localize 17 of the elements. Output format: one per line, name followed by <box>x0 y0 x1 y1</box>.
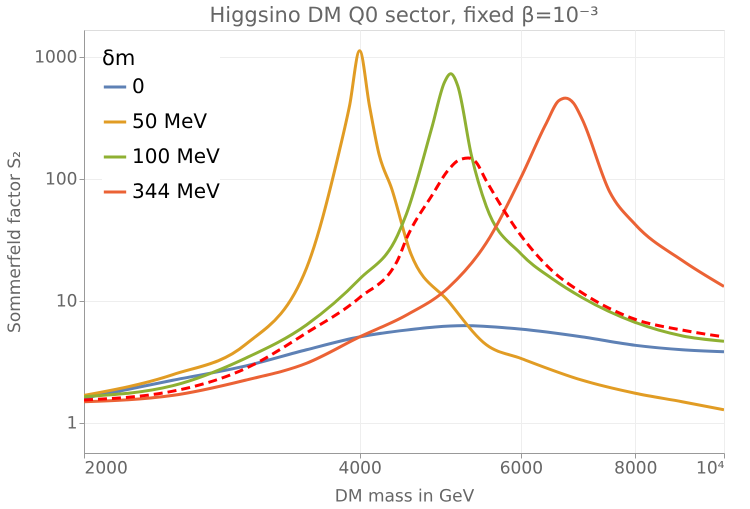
y-tick-label: 100 <box>45 170 78 190</box>
x-tick-label: 2000 <box>84 458 128 478</box>
x-axis-title: DM mass in GeV <box>334 486 475 506</box>
legend-label: 0 <box>132 74 145 98</box>
chart-title: Higgsino DM Q0 sector, fixed β=10⁻³ <box>209 3 599 27</box>
x-tick-label: 8000 <box>614 458 658 478</box>
x-tick-label: 10⁴ <box>696 458 725 478</box>
legend-label: 344 MeV <box>132 179 220 203</box>
y-axis-title: Sommerfeld factor S₂ <box>5 151 26 333</box>
y-tick-label: 1000 <box>34 48 78 68</box>
legend-label: 50 MeV <box>132 109 208 133</box>
legend-title: δm <box>102 46 136 70</box>
legend-label: 100 MeV <box>132 144 220 168</box>
y-tick-label: 1 <box>66 414 78 434</box>
x-tick-label: 4000 <box>338 458 382 478</box>
y-tick-label: 10 <box>56 292 78 312</box>
x-tick-label: 6000 <box>500 458 543 478</box>
